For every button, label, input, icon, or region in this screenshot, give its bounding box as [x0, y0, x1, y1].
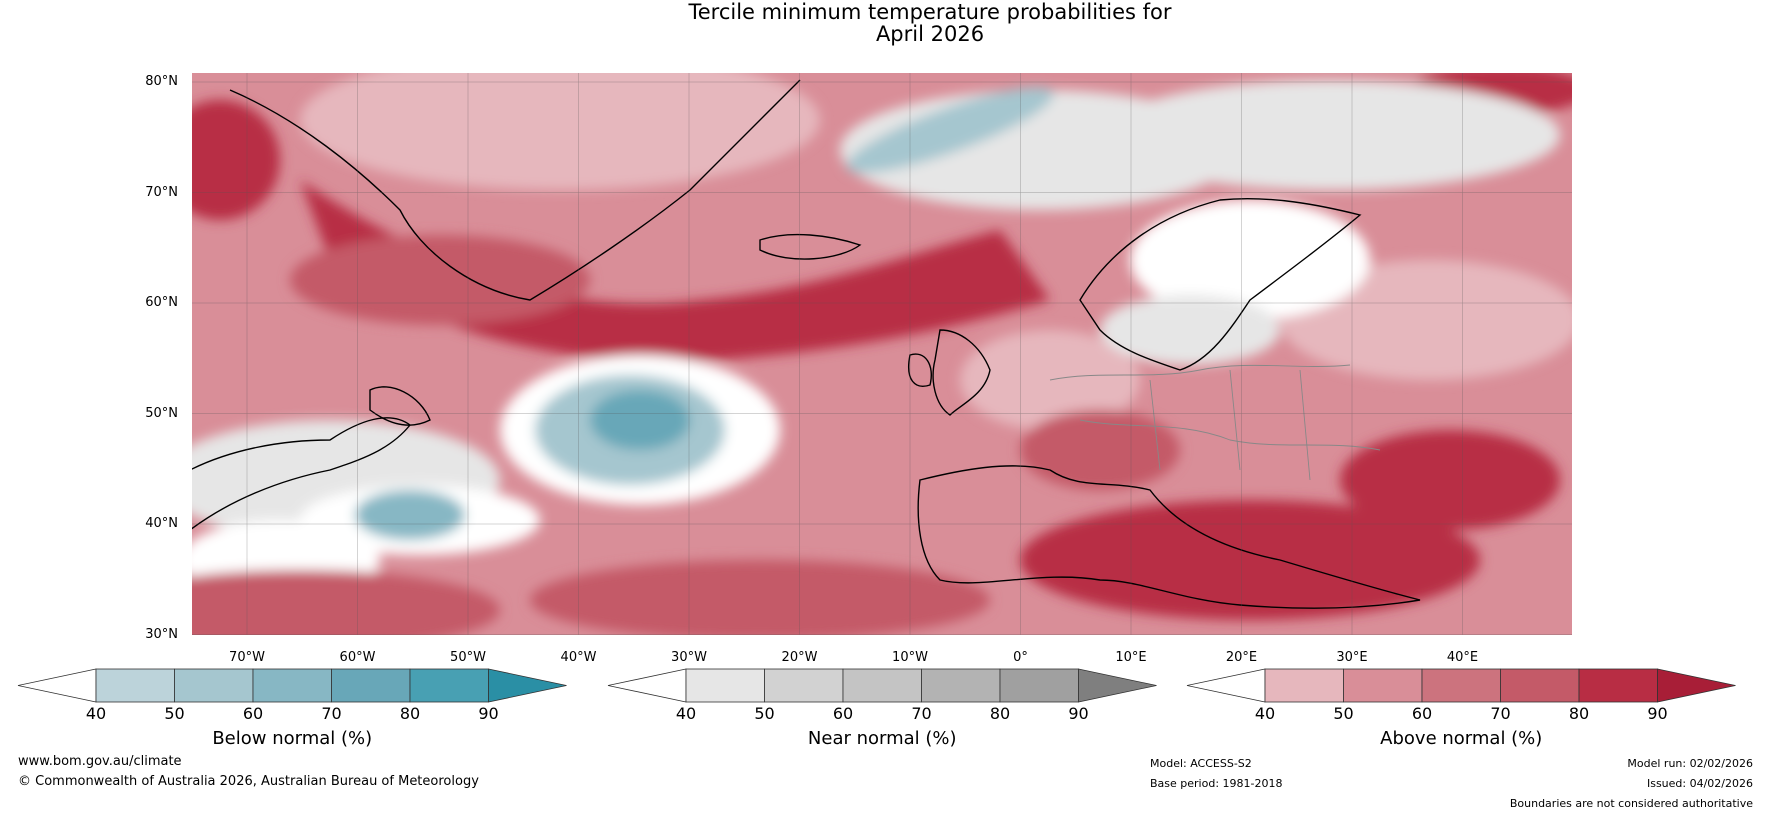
colorbar-tick: 70: [1490, 704, 1511, 723]
footer-model: Model: ACCESS-S2: [1150, 757, 1252, 770]
colorbars: [17, 668, 1736, 703]
colorbar-tick: 60: [242, 704, 264, 723]
colorbar-segment: [95, 668, 175, 703]
colorbar-segment: [685, 668, 765, 703]
lon-label: 40°E: [1446, 650, 1479, 665]
footer-base-period: Base period: 1981-2018: [1150, 777, 1283, 790]
footer-disclaimer: Boundaries are not considered authoritat…: [1509, 797, 1753, 810]
colorbar-tick: 80: [989, 704, 1011, 723]
lon-label: 30°E: [1336, 650, 1368, 665]
colorbar-segment: [921, 668, 1001, 703]
colorbar-segment: [409, 668, 489, 703]
footer-model-run: Model run: 02/02/2026: [1627, 757, 1753, 770]
lon-label: 0°: [1013, 650, 1028, 665]
lon-label: 60°W: [339, 650, 376, 665]
coastlines: [192, 79, 1421, 609]
colorbar-segment: [174, 668, 254, 703]
colorbar-extend-high: [488, 668, 567, 703]
lat-label: 40°N: [145, 516, 178, 531]
colorbar-segment: [764, 668, 844, 703]
lat-label: 70°N: [145, 184, 178, 200]
colorbar-segment: [999, 668, 1079, 703]
colorbar-tick: 40: [85, 704, 107, 723]
colorbar-segment: [1578, 668, 1658, 703]
colorbar-segment: [1264, 668, 1344, 703]
colorbar-tick: 50: [1333, 704, 1354, 723]
colorbar-extend-high: [1078, 668, 1157, 703]
lon-label: 10°E: [1115, 650, 1147, 665]
colorbar-tick: 60: [1411, 704, 1433, 723]
colorbar-label: Below normal (%): [212, 728, 373, 749]
footer-website[interactable]: www.bom.gov.au/climate: [18, 754, 182, 769]
footer-issued: Issued: 04/02/2026: [1646, 777, 1753, 790]
lon-label: 10°W: [892, 650, 928, 665]
colorbar-tick: 50: [754, 704, 775, 723]
lon-label: 50°W: [450, 650, 486, 665]
colorbar-tick: 80: [399, 704, 421, 723]
colorbar-tick: 90: [1647, 704, 1668, 723]
colorbar-tick: 80: [1568, 704, 1590, 723]
colorbar-tick: 60: [832, 704, 854, 723]
lat-label: 30°N: [145, 626, 178, 642]
title-line-2: April 2026: [875, 22, 985, 46]
colorbar-extend-low: [607, 668, 687, 703]
colorbar-tick: 40: [1254, 704, 1276, 723]
colorbar-segment: [1500, 668, 1580, 703]
colorbar-tick: 90: [478, 704, 499, 723]
colorbar-segment: [1343, 668, 1423, 703]
lat-label: 50°N: [145, 405, 178, 421]
lon-label: 30°W: [671, 650, 707, 665]
lon-label: 70°W: [229, 650, 265, 665]
colorbar-label: Above normal (%): [1380, 728, 1543, 749]
colorbar-tick: 40: [675, 704, 697, 723]
map-field: [192, 73, 1572, 635]
colorbar-tick: 50: [164, 704, 185, 723]
colorbar-segment: [252, 668, 332, 703]
gridlines: [192, 73, 1572, 635]
colorbar-extend-high: [1657, 668, 1736, 703]
country-borders: [1049, 364, 1381, 481]
colorbar-extend-low: [17, 668, 97, 703]
colorbar-segment: [1421, 668, 1501, 703]
lat-label: 80°N: [145, 74, 178, 89]
lon-label: 20°W: [781, 650, 818, 665]
colorbar-tick: 70: [321, 704, 342, 723]
title-line-1: Tercile minimum temperature probabilitie…: [688, 0, 1172, 24]
lat-label: 60°N: [145, 295, 178, 310]
colorbar-tick: 90: [1068, 704, 1089, 723]
lon-label: 40°W: [560, 650, 597, 665]
colorbar-tick: 70: [911, 704, 932, 723]
lon-label: 20°E: [1225, 650, 1258, 665]
colorbar-extend-low: [1186, 668, 1266, 703]
colorbar-segment: [331, 668, 411, 703]
colorbar-label: Near normal (%): [807, 728, 957, 749]
footer-copyright: © Commonwealth of Australia 2026, Austra…: [18, 774, 479, 789]
colorbar-segment: [842, 668, 922, 703]
